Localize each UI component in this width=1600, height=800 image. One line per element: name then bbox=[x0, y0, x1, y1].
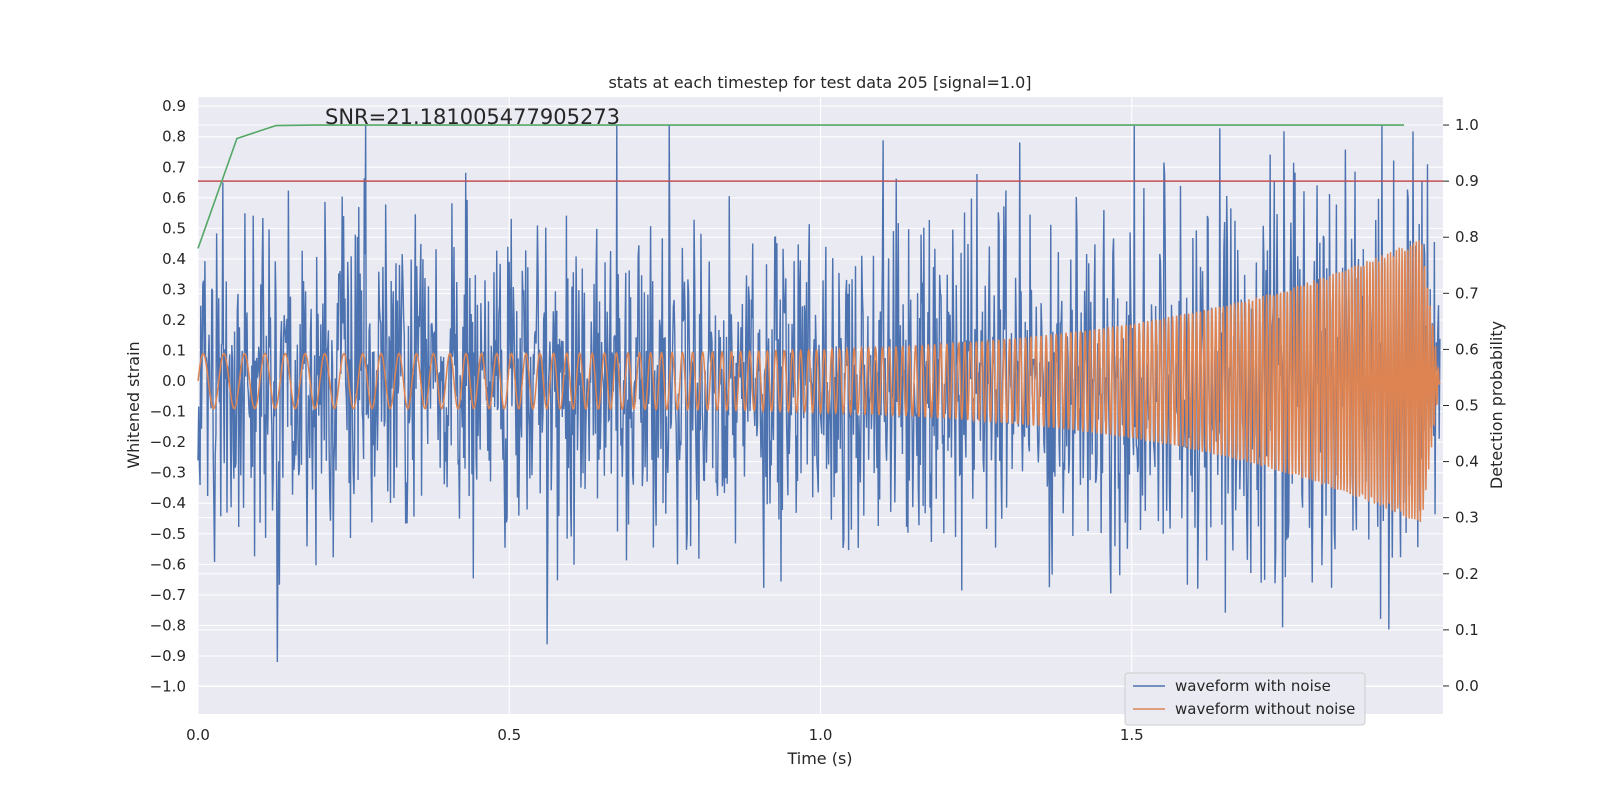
chart-title: stats at each timestep for test data 205… bbox=[608, 73, 1031, 92]
y-tick-label: −0.3 bbox=[150, 464, 186, 482]
y2-tick-label: 0.8 bbox=[1455, 228, 1479, 246]
legend-box bbox=[1124, 672, 1366, 726]
y-tick-label: −1.0 bbox=[150, 678, 186, 696]
y2-tick-label: 0.1 bbox=[1455, 621, 1479, 639]
y-tick-label: 0.8 bbox=[162, 128, 186, 146]
legend: waveform with noise waveform without noi… bbox=[1124, 672, 1366, 726]
y-axis-label: Whitened strain bbox=[124, 341, 143, 468]
y2-tick-label: 0.6 bbox=[1455, 340, 1479, 358]
y-tick-label: −0.9 bbox=[150, 647, 186, 665]
y2-tick-label: 0.2 bbox=[1455, 565, 1479, 583]
x-tick-label: 1.0 bbox=[809, 726, 833, 744]
y-tick-label: 0.1 bbox=[162, 342, 186, 360]
snr-annotation: SNR=21.181005477905273 bbox=[325, 105, 620, 129]
y2-axis-label: Detection probability bbox=[1487, 321, 1506, 489]
y2-tick-label: 0.5 bbox=[1455, 397, 1479, 415]
y-tick-label: −0.8 bbox=[150, 616, 186, 634]
x-axis: 0.0 0.5 1.0 1.5 bbox=[186, 726, 1144, 744]
legend-label-clean: waveform without noise bbox=[1175, 700, 1355, 718]
y2-tick-label: 1.0 bbox=[1455, 116, 1479, 134]
y-tick-label: 0.2 bbox=[162, 311, 186, 329]
y2-tick-label: 0.3 bbox=[1455, 509, 1479, 527]
y2-tick-label: 0.9 bbox=[1455, 172, 1479, 190]
y-tick-label: −0.6 bbox=[150, 555, 186, 573]
y2-tick-label: 0.4 bbox=[1455, 453, 1479, 471]
legend-label-noisy: waveform with noise bbox=[1175, 677, 1331, 695]
y-tick-label: 0.3 bbox=[162, 280, 186, 298]
x-axis-label: Time (s) bbox=[786, 749, 852, 768]
y-tick-label: −0.1 bbox=[150, 403, 186, 421]
y-tick-label: −0.7 bbox=[150, 586, 186, 604]
y-tick-label: 0.9 bbox=[162, 97, 186, 115]
series-layer bbox=[197, 124, 1443, 662]
y-tick-label: 0.7 bbox=[162, 158, 186, 176]
y-tick-label: −0.4 bbox=[150, 494, 186, 512]
series-line-probability bbox=[197, 124, 1405, 249]
series-line-clean bbox=[197, 240, 1441, 522]
series-line-noisy bbox=[197, 124, 1441, 662]
x-tick-label: 0.5 bbox=[497, 726, 521, 744]
y-tick-label: 0.6 bbox=[162, 189, 186, 207]
y-tick-label: 0.4 bbox=[162, 250, 186, 268]
y-tick-label: 0.5 bbox=[162, 219, 186, 237]
x-tick-label: 1.5 bbox=[1120, 726, 1144, 744]
y-axis-right: 1.0 0.9 0.8 0.7 0.6 0.5 0.4 0.3 0.2 0.1 0.0 bbox=[1443, 116, 1479, 695]
y-tick-label: −0.5 bbox=[150, 525, 186, 543]
x-tick-label: 0.0 bbox=[186, 726, 210, 744]
y2-tick-label: 0.7 bbox=[1455, 284, 1479, 302]
y2-tick-label: 0.0 bbox=[1455, 677, 1479, 695]
y-tick-label: 0.0 bbox=[162, 372, 186, 390]
y-axis-left: 0.9 0.8 0.7 0.6 0.5 0.4 0.3 0.2 0.1 0.0 −0.1 −0.2 −0… bbox=[150, 97, 186, 695]
y-tick-label: −0.2 bbox=[150, 433, 186, 451]
